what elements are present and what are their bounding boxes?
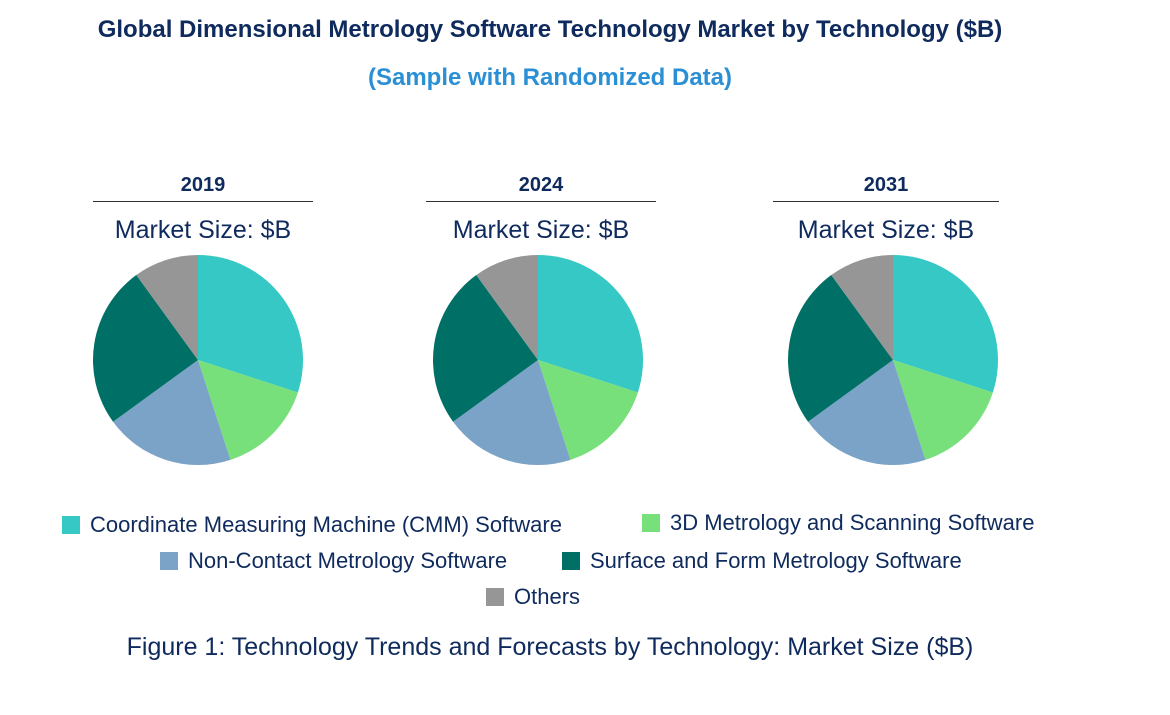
legend-swatch	[62, 516, 80, 534]
pie-2024-slice-3	[433, 275, 538, 422]
pie-2024-slice-1	[538, 360, 638, 460]
legend-item-non-contact: Non-Contact Metrology Software	[160, 548, 507, 574]
pie-2024-slice-2	[453, 360, 571, 465]
pie-2031-slice-4	[831, 255, 893, 360]
legend-item-cmm: Coordinate Measuring Machine (CMM) Softw…	[62, 512, 562, 538]
pie-2019-slice-0	[198, 255, 303, 393]
pie-2031-slice-1	[893, 360, 993, 460]
figure-caption: Figure 1: Technology Trends and Forecast…	[126, 633, 974, 661]
chart-subtitle: (Sample with Randomized Data)	[367, 64, 733, 91]
legend-swatch	[486, 588, 504, 606]
legend-item-others: Others	[486, 584, 580, 610]
market-size-2031: Market Size: $B	[797, 216, 975, 244]
pie-2019-slice-1	[198, 360, 298, 460]
market-size-2019: Market Size: $B	[114, 216, 292, 244]
legend-item-3d: 3D Metrology and Scanning Software	[642, 510, 1034, 536]
pie-2031-slice-0	[893, 255, 999, 393]
year-2024: 2024	[426, 174, 656, 202]
chart-title: Global Dimensional Metrology Software Te…	[97, 16, 1003, 43]
year-2019: 2019	[93, 174, 313, 202]
pie-2031-slice-2	[808, 360, 926, 465]
pie-2024-slice-0	[538, 255, 644, 393]
legend-swatch	[642, 514, 660, 532]
legend-swatch	[562, 552, 580, 570]
legend-item-surface: Surface and Form Metrology Software	[562, 548, 962, 574]
year-2031: 2031	[773, 174, 999, 202]
pie-2031-slice-3	[788, 275, 893, 422]
pie-2024-slice-4	[476, 255, 538, 360]
pie-2019-slice-4	[136, 255, 198, 360]
legend-swatch	[160, 552, 178, 570]
pie-2019-slice-2	[113, 360, 231, 465]
market-size-2024: Market Size: $B	[452, 216, 630, 244]
pie-2019-slice-3	[93, 275, 198, 422]
